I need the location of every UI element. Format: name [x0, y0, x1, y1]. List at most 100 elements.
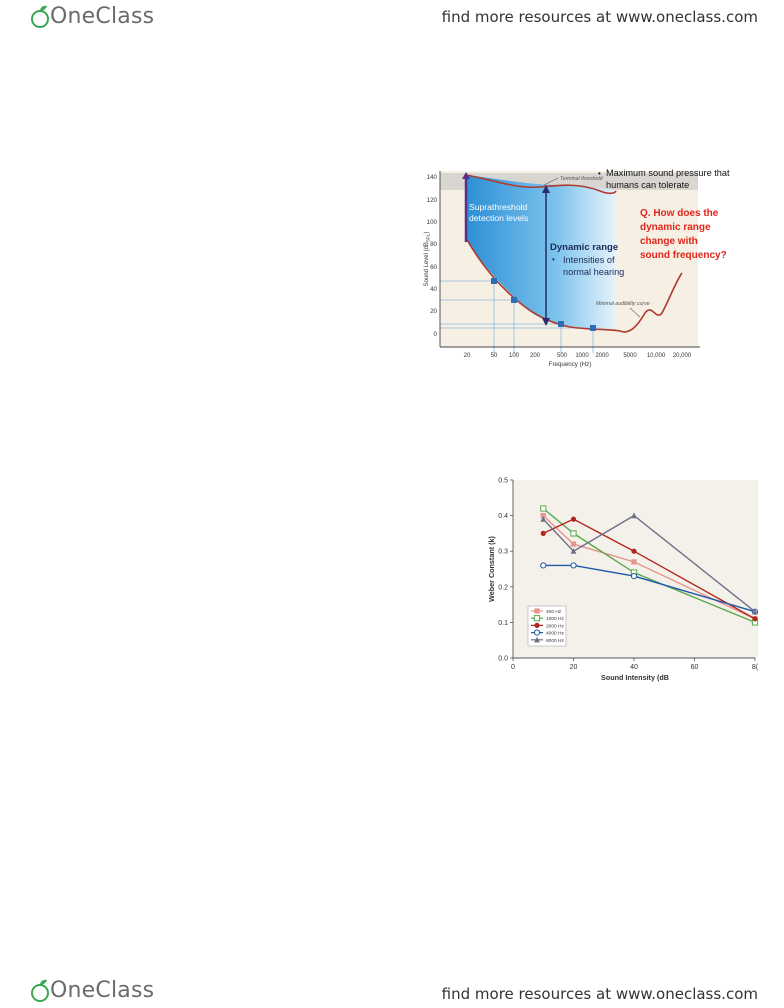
x-tick-label: 20: [570, 664, 578, 671]
oneclass-leaf-icon: [31, 979, 49, 1002]
y-tick: 120: [427, 197, 438, 204]
legend-label: 4000 Hz: [546, 631, 564, 637]
data-point: [540, 513, 546, 519]
data-point: [534, 636, 540, 643]
fig1-x-ticks: 20 50 100 200 500 1000 2000 5000 10,000 …: [464, 353, 692, 359]
legend-label: 400 Hz: [546, 609, 562, 615]
x-tick: 50: [491, 353, 498, 359]
x-tick: 10,000: [647, 353, 666, 359]
y-tick-label: 0.5: [498, 478, 508, 485]
oneclass-leaf-icon: [31, 5, 49, 28]
fig1-axes: [439, 171, 700, 348]
max-pressure-line2: humans can tolerate: [606, 180, 689, 190]
y-tick: 80: [430, 241, 437, 248]
data-point: [752, 608, 758, 615]
data-point: [570, 562, 577, 569]
data-point: [540, 505, 547, 512]
header-brand: OneClass: [30, 4, 154, 29]
data-point: [534, 608, 540, 614]
y-tick: 0: [434, 331, 438, 338]
series-line: [542, 518, 756, 620]
minimal-audibility-label: Minimal audibility curve: [596, 301, 650, 307]
data-point: [630, 573, 638, 580]
dynamic-range-label: Dynamic range: [550, 242, 618, 253]
data-point: [631, 559, 637, 565]
y-tick: 140: [427, 174, 438, 181]
intensities-line1: Intensities of: [563, 255, 615, 265]
suprathreshold-line1: Suprathreshold: [469, 202, 528, 212]
x-tick-label: 0: [511, 664, 515, 671]
y-tick-label: 0.4: [498, 513, 508, 520]
y-tick-label: 0.3: [498, 549, 508, 556]
x-tick: 2000: [595, 353, 609, 359]
terminal-threshold-label: Terminal threshold: [560, 176, 604, 182]
weber-chart: 0.0 0.1 0.2 0.3 0.4 0.5 0 20 40 60 8( 400 Hz1000 …: [487, 478, 759, 683]
footer-brand: OneClass: [30, 978, 154, 1003]
data-point: [540, 562, 547, 569]
resources-link[interactable]: find more resources at www.oneclass.com: [441, 985, 758, 1003]
x-tick-label: 8(: [752, 664, 759, 671]
suprathreshold-arrow: [462, 172, 470, 242]
chart-x-ticks: 0 20 40 60 8(: [511, 658, 759, 671]
question-line2: dynamic range: [640, 222, 711, 233]
y-tick-label: 0.0: [498, 656, 508, 663]
x-tick: 200: [530, 353, 541, 359]
dynamic-range-arrow: [542, 185, 550, 326]
reference-lines: [440, 280, 594, 353]
brand-name: OneClass: [50, 978, 155, 1003]
x-tick: 100: [509, 353, 520, 359]
data-point: [752, 616, 758, 622]
intensities-line2: normal hearing: [563, 267, 624, 277]
data-point: [570, 516, 577, 522]
data-point: [570, 548, 577, 554]
data-point: [631, 548, 637, 554]
y-tick: 20: [430, 308, 437, 315]
legend-label: 2000 Hz: [546, 623, 564, 629]
fig1-y-ticks: 140 120 100 80 60 40 20 0: [427, 174, 438, 338]
data-point: [540, 530, 546, 536]
x-tick: 5000: [623, 353, 637, 359]
data-point: [540, 516, 547, 522]
max-pressure-bullet: •: [598, 169, 601, 178]
chart-y-label: Weber Constant (k): [487, 536, 496, 602]
suprathreshold-line2: detection levels: [469, 213, 528, 223]
dynamic-range-fill: [466, 175, 616, 330]
max-pressure-line1: Maximum sound pressure that: [606, 168, 730, 178]
intensities-bullet: •: [552, 255, 555, 264]
question-line1: Q. How does the: [640, 208, 719, 219]
data-point: [570, 541, 577, 547]
fig1-x-label: Frequency (Hz): [549, 361, 592, 368]
x-tick: 1000: [575, 353, 589, 359]
x-tick: 500: [557, 353, 568, 359]
data-point: [570, 530, 577, 537]
chart-series: [540, 505, 759, 626]
x-tick-label: 60: [691, 664, 699, 671]
data-point: [631, 512, 637, 519]
y-tick: 60: [430, 264, 437, 271]
chart-x-label: Sound Intensity (dB: [601, 673, 669, 682]
brand-name: OneClass: [50, 4, 155, 29]
question-line3: change with: [640, 236, 698, 247]
legend-label: 8000 Hz: [546, 638, 564, 644]
data-point: [534, 622, 540, 628]
question-line4: sound frequency?: [640, 250, 727, 261]
data-point: [533, 629, 541, 636]
x-tick: 20,000: [673, 353, 692, 359]
threshold-markers: [491, 278, 596, 331]
x-tick-label: 40: [630, 664, 638, 671]
series-line: [542, 507, 756, 624]
series-line: [543, 564, 756, 613]
y-tick-label: 0.2: [498, 584, 508, 591]
resources-link[interactable]: find more resources at www.oneclass.com: [441, 8, 758, 26]
legend-label: 1000 Hz: [546, 616, 564, 622]
chart-y-ticks: 0.0 0.1 0.2 0.3 0.4 0.5: [498, 478, 513, 663]
audibility-figure: 140 120 100 80 60 40 20 0 20 50 100 200 …: [424, 168, 730, 368]
series-line: [542, 514, 756, 613]
data-point: [533, 615, 541, 622]
y-tick: 40: [430, 286, 437, 293]
y-tick: 100: [427, 219, 438, 226]
y-tick-label: 0.1: [498, 620, 508, 627]
terminal-threshold-curve: [465, 174, 617, 195]
fig1-y-label: Sound Level (dBSPL): [424, 232, 431, 287]
